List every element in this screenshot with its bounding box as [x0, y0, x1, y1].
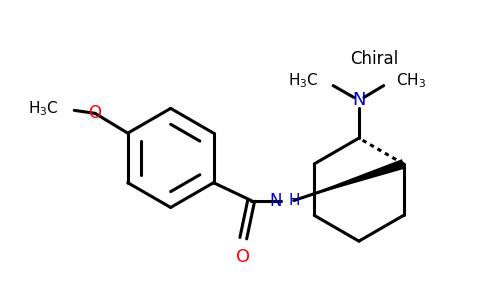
- Text: H: H: [289, 193, 301, 208]
- Text: H$_3$C: H$_3$C: [287, 71, 318, 90]
- Text: O: O: [236, 248, 250, 266]
- Polygon shape: [294, 159, 405, 200]
- Text: CH$_3$: CH$_3$: [395, 71, 426, 90]
- Text: Chiral: Chiral: [349, 50, 398, 68]
- Text: N: N: [270, 191, 282, 209]
- Text: O: O: [89, 104, 102, 122]
- Text: H$_3$C: H$_3$C: [28, 99, 59, 118]
- Text: N: N: [352, 92, 365, 110]
